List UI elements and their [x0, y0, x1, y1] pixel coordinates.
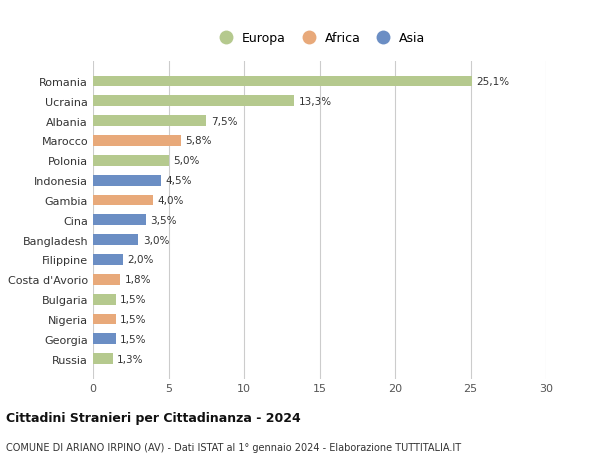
Text: 3,5%: 3,5%: [151, 215, 177, 225]
Text: 3,0%: 3,0%: [143, 235, 169, 245]
Text: 25,1%: 25,1%: [476, 77, 509, 87]
Text: 1,5%: 1,5%: [120, 295, 146, 304]
Text: 1,5%: 1,5%: [120, 314, 146, 324]
Text: 1,5%: 1,5%: [120, 334, 146, 344]
Bar: [93, 294, 116, 305]
Bar: [93, 254, 123, 265]
Text: 13,3%: 13,3%: [298, 96, 331, 106]
Bar: [93, 353, 113, 364]
Bar: [93, 195, 154, 206]
Bar: [93, 76, 472, 87]
Bar: [93, 175, 161, 186]
Text: 1,8%: 1,8%: [125, 274, 151, 285]
Bar: [93, 274, 120, 285]
Bar: [93, 96, 294, 107]
Text: 5,0%: 5,0%: [173, 156, 199, 166]
Text: Cittadini Stranieri per Cittadinanza - 2024: Cittadini Stranieri per Cittadinanza - 2…: [6, 412, 301, 425]
Text: 2,0%: 2,0%: [128, 255, 154, 265]
Text: 1,3%: 1,3%: [117, 354, 143, 364]
Text: 4,5%: 4,5%: [166, 176, 192, 186]
Bar: [93, 314, 116, 325]
Bar: [93, 235, 139, 246]
Bar: [93, 334, 116, 345]
Text: 4,0%: 4,0%: [158, 196, 184, 206]
Text: 7,5%: 7,5%: [211, 117, 237, 126]
Bar: [93, 156, 169, 167]
Legend: Europa, Africa, Asia: Europa, Africa, Asia: [208, 27, 431, 50]
Bar: [93, 136, 181, 146]
Bar: [93, 116, 206, 127]
Text: COMUNE DI ARIANO IRPINO (AV) - Dati ISTAT al 1° gennaio 2024 - Elaborazione TUTT: COMUNE DI ARIANO IRPINO (AV) - Dati ISTA…: [6, 442, 461, 452]
Bar: [93, 215, 146, 226]
Text: 5,8%: 5,8%: [185, 136, 212, 146]
